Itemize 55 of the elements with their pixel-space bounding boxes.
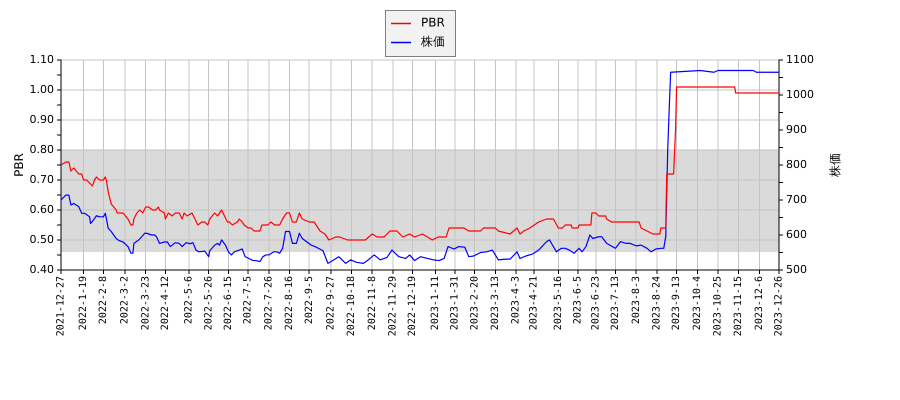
y2-tick-label: 1100 [786, 52, 814, 66]
x-tick-label: 2022-9-27 [325, 276, 336, 330]
y-axis-title: PBR [12, 153, 26, 177]
x-tick-label: 2023-12-6 [754, 276, 765, 330]
x-tick-label: 2022-3-2 [120, 276, 131, 324]
x-tick-label: 2023-4-21 [528, 276, 540, 330]
y-tick-label: 0.60 [30, 202, 54, 216]
y-tick-label: 0.80 [30, 142, 54, 156]
y2-tick-label: 800 [786, 158, 807, 171]
x-tick-label: 2023-11-15 [733, 276, 744, 336]
x-tick-label: 2022-10-18 [346, 276, 358, 336]
y2-tick-label: 700 [786, 192, 807, 206]
x-tick-label: 2023-12-26 [774, 276, 785, 336]
y2-axis-title: 株価 [828, 153, 842, 178]
x-tick-label: 2022-2-8 [98, 276, 109, 324]
x-tick-label: 2023-2-20 [469, 276, 480, 330]
x-tick-label: 2021-12-27 [56, 276, 67, 336]
y-tick-label: 0.50 [30, 232, 54, 246]
y2-tick-label: 600 [786, 228, 807, 241]
x-tick-label: 2022-9-5 [304, 276, 315, 324]
x-tick-label: 2022-3-23 [140, 276, 152, 330]
x-tick-label: 2023-4-3 [510, 276, 522, 324]
x-tick-label: 2023-8-3 [630, 276, 642, 324]
x-tick-label: 2023-7-13 [610, 276, 622, 330]
x-tick-label: 2023-3-13 [490, 276, 501, 330]
y-tick-label: 0.70 [30, 172, 54, 186]
x-tick-label: 2023-9-13 [671, 276, 682, 330]
x-tick-label: 2022-1-19 [78, 276, 90, 330]
x-tick-label: 2023-5-16 [552, 276, 564, 330]
x-tick-label: 2022-12-19 [407, 276, 418, 336]
x-tick-label: 2023-10-25 [712, 276, 724, 336]
x-tick-label: 2022-5-6 [184, 276, 195, 324]
y2-tick-label: 500 [786, 262, 807, 276]
x-tick-label: 2023-6-23 [590, 276, 602, 330]
y-tick-label: 0.40 [30, 262, 54, 276]
x-tick-label: 2022-11-8 [366, 276, 378, 330]
x-tick-label: 2022-4-12 [160, 276, 171, 330]
x-tick-label: 2022-5-26 [203, 276, 214, 330]
x-tick-label: 2022-7-26 [263, 276, 274, 330]
x-tick-label: 2023-6-5 [572, 276, 584, 324]
y-tick-label: 1.00 [30, 82, 54, 96]
legend-label: 株価 [420, 34, 445, 49]
y2-tick-label: 1000 [786, 88, 814, 101]
x-tick-label: 2022-8-16 [284, 276, 296, 330]
x-tick-label: 2022-7-5 [242, 276, 254, 324]
legend-label: PBR [421, 16, 445, 30]
x-tick-label: 2022-11-29 [388, 276, 399, 336]
x-tick-label: 2022-6-15 [223, 276, 234, 330]
y2-tick-label: 900 [786, 122, 807, 136]
x-tick-label: 2023-1-31 [450, 276, 461, 330]
x-tick-label: 2023-1-11 [430, 276, 441, 330]
y-tick-label: 0.90 [30, 112, 54, 126]
y-tick-label: 1.10 [30, 52, 54, 66]
x-tick-label: 2023-8-24 [651, 276, 662, 330]
x-tick-label: 2023-10-4 [692, 276, 703, 330]
